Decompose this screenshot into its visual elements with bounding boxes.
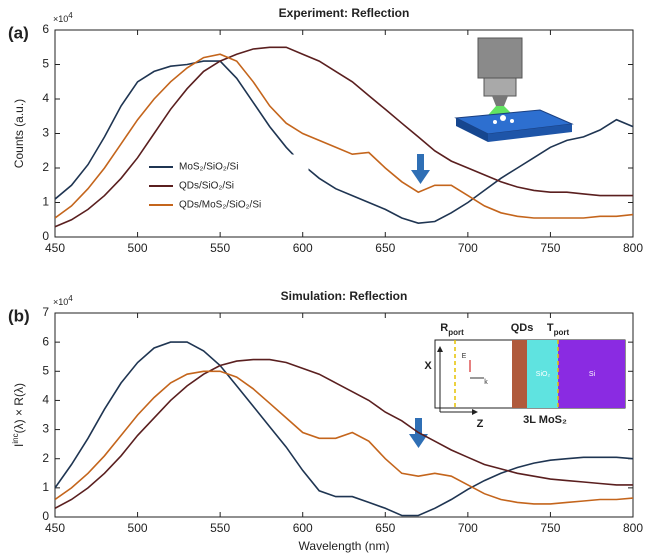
y-multiplier: ×104: [53, 11, 73, 25]
inset-label-text: Si: [589, 371, 596, 378]
y-axis-label: Iinc(λ) × R(λ): [11, 383, 27, 447]
inset-label-text: QDs: [511, 322, 534, 334]
y-tick-label: 2: [42, 451, 49, 465]
series-line: [55, 53, 633, 219]
chart-title: Simulation: Reflection: [281, 289, 408, 303]
inset-label: k: [484, 379, 488, 386]
y-multiplier-text: ×10: [53, 14, 68, 24]
inset-label-text: E: [462, 353, 467, 360]
y-tick-label: 7: [42, 305, 49, 319]
y-tick-label: 1: [42, 195, 49, 209]
inset-label-sub: port: [448, 328, 464, 337]
y-tick-label: 1: [42, 480, 49, 494]
x-tick-label: 550: [210, 521, 230, 535]
inset-label: 3L MoS₂: [523, 414, 567, 426]
x-tick-label: 750: [540, 241, 560, 255]
x-tick-label: 650: [375, 241, 395, 255]
y-axis-label-text: I: [12, 444, 26, 447]
inset-label: X: [424, 360, 432, 372]
inset-label-text: R: [440, 322, 448, 334]
y-tick-label: 0: [42, 509, 49, 523]
chart-title: Experiment: Reflection: [279, 6, 410, 20]
x-tick-label: 450: [45, 241, 65, 255]
inset-label: E: [462, 353, 467, 360]
microscope-illustration: [454, 37, 574, 142]
panel-label: (b): [8, 306, 30, 325]
inset-label: Tport: [547, 322, 570, 337]
legend-label: MoS₂/SiO₂/Si: [179, 162, 238, 173]
y-multiplier-sup: 4: [68, 294, 73, 303]
arrow-marker: [411, 154, 430, 184]
y-axis-label-sup: inc: [11, 433, 20, 443]
inset-label-text: X: [424, 360, 432, 372]
y-multiplier-sup: 4: [68, 11, 73, 20]
y-tick-label: 4: [42, 393, 49, 407]
y-tick-label: 2: [42, 160, 49, 174]
y-tick-label: 5: [42, 363, 49, 377]
y-tick-label: 4: [42, 91, 49, 105]
y-axis-label-rest: (λ) × R(λ): [12, 383, 26, 433]
inset-label: Rport: [440, 322, 464, 337]
y-multiplier-text: ×10: [53, 297, 68, 307]
y-axis-label: Counts (a.u.): [12, 99, 26, 168]
inset-label-sub: port: [554, 328, 570, 337]
inset-label: SiO₂: [536, 371, 551, 378]
inset-label: Z: [477, 418, 484, 430]
x-tick-label: 700: [458, 521, 478, 535]
inset-label-text: 3L MoS₂: [523, 414, 567, 426]
inset-label-text: SiO₂: [536, 371, 551, 378]
y-tick-label: 6: [42, 334, 49, 348]
x-tick-label: 650: [375, 521, 395, 535]
simulation-schematic: [434, 339, 626, 415]
y-tick-label: 3: [42, 422, 49, 436]
legend-label: QDs/SiO₂/Si: [179, 181, 234, 192]
series-line: [55, 358, 633, 510]
inset-label-text: Z: [477, 418, 484, 430]
y-tick-label: 6: [42, 22, 49, 36]
inset-label-text: k: [484, 379, 488, 386]
x-tick-label: 800: [623, 521, 643, 535]
y-tick-label: 0: [42, 229, 49, 243]
x-tick-label: 700: [458, 241, 478, 255]
panel-label: (a): [8, 23, 29, 42]
series-line: [55, 60, 633, 225]
x-tick-label: 450: [45, 521, 65, 535]
arrow-marker: [409, 418, 428, 448]
series-line: [55, 46, 633, 228]
y-multiplier: ×104: [53, 294, 73, 308]
x-axis-label: Wavelength (nm): [299, 539, 390, 553]
x-tick-label: 600: [293, 241, 313, 255]
plot-frame: [54, 312, 634, 518]
x-tick-label: 550: [210, 241, 230, 255]
x-tick-label: 800: [623, 241, 643, 255]
x-tick-label: 500: [128, 241, 148, 255]
legend-label: QDs/MoS₂/SiO₂/Si: [179, 200, 261, 211]
x-tick-label: 600: [293, 521, 313, 535]
inset-label: Si: [589, 371, 596, 378]
x-tick-label: 500: [128, 521, 148, 535]
inset-label: QDs: [511, 322, 534, 334]
y-tick-label: 5: [42, 57, 49, 71]
y-tick-label: 3: [42, 126, 49, 140]
x-tick-label: 750: [540, 521, 560, 535]
inset-label-text: T: [547, 322, 554, 334]
series-line: [55, 370, 633, 505]
series-line: [55, 341, 633, 517]
